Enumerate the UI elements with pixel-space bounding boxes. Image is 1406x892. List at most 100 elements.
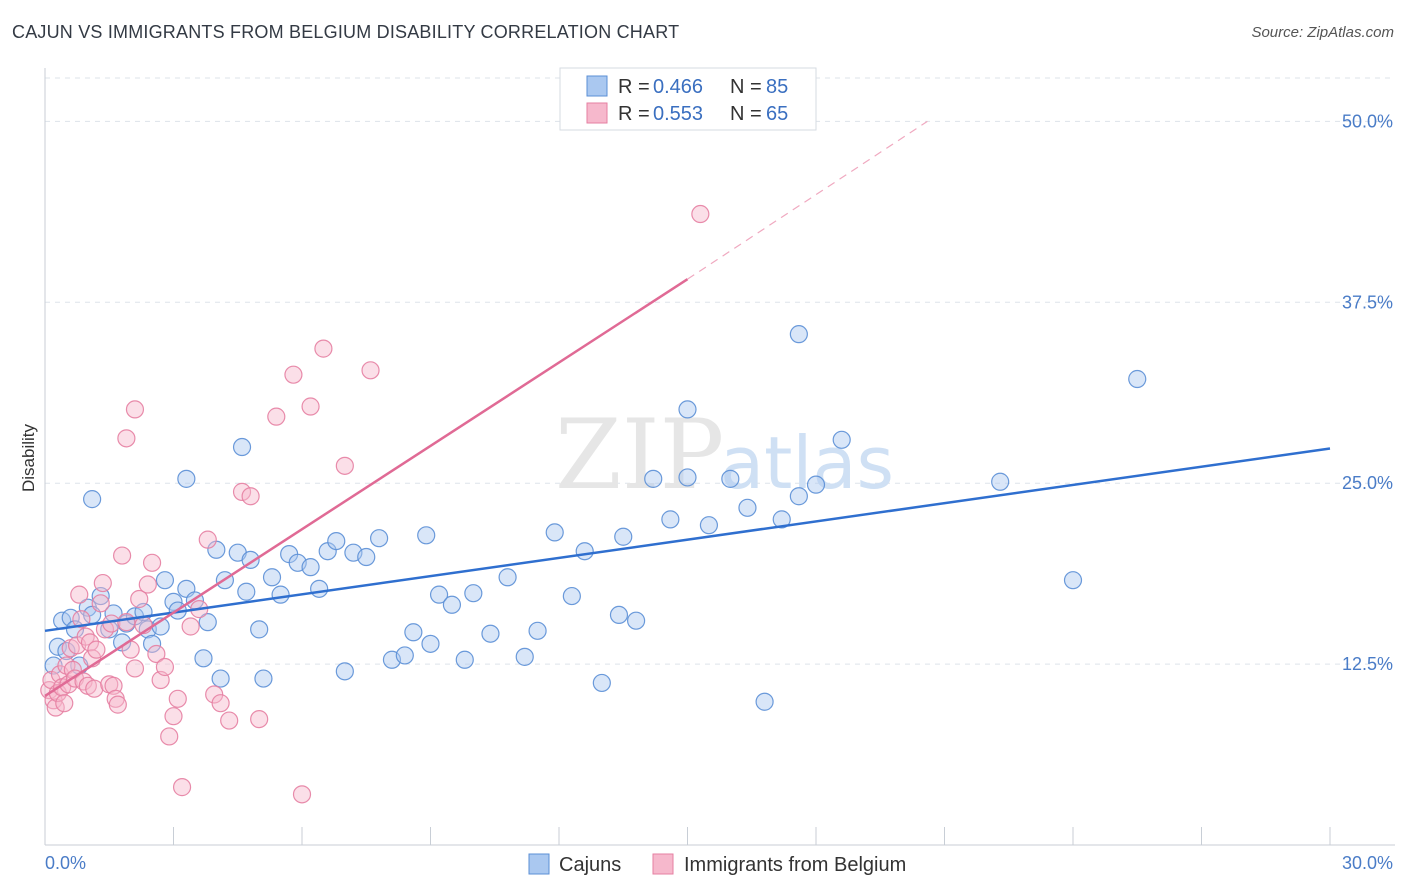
cajun-point-33 [254, 669, 273, 688]
belgium-point-44 [168, 689, 187, 708]
belgium-point-60 [335, 456, 354, 475]
source-label: Source: ZipAtlas.com [1251, 24, 1394, 41]
belgium-point-56 [284, 365, 303, 384]
legend-n-value-belgium: 65 [766, 103, 788, 125]
cajun-point-59 [545, 523, 564, 542]
bottom-legend-belgium: Immigrants from Belgium [684, 854, 906, 876]
belgium-point-43 [164, 707, 183, 726]
bottom-legend-cajun: Cajuns [559, 854, 621, 876]
legend-n-value-cajun: 85 [766, 76, 788, 98]
belgium-point-39 [147, 644, 166, 664]
belgium-point-53 [241, 487, 260, 506]
legend-r-label-cajun: R = [618, 76, 650, 98]
cajun-point-83 [1063, 571, 1083, 590]
cajun-point-68 [699, 516, 719, 535]
watermark-atlas: atlas [720, 421, 894, 505]
cajun-point-20 [164, 592, 183, 611]
trend-lines [44, 120, 1331, 697]
belgium-point-63 [125, 400, 145, 419]
belgium-point-62 [117, 429, 136, 448]
belgium-point-27 [102, 614, 121, 633]
belgium-point-23 [91, 594, 110, 613]
cajun-point-44 [357, 547, 376, 567]
belgium-trend-line [44, 278, 689, 697]
cajun-point-69 [721, 469, 740, 488]
belgium-point-48 [198, 530, 217, 549]
cajun-point-62 [592, 673, 611, 693]
grid-lines [45, 77, 1395, 665]
cajun-point-72 [772, 510, 791, 529]
cajun-point-73 [789, 487, 808, 506]
belgium-point-37 [138, 575, 157, 594]
cajun-point-74 [806, 475, 826, 494]
cajun-point-42 [335, 662, 354, 681]
belgium-point-31 [112, 546, 132, 565]
cajun-point-55 [481, 624, 500, 643]
belgium-point-57 [292, 785, 312, 804]
y-tick-label-3: 50.0% [1342, 111, 1393, 131]
belgium-point-35 [130, 589, 149, 609]
cajun-point-65 [644, 469, 663, 488]
cajun-point-79 [614, 527, 633, 546]
cajun-point-39 [310, 579, 329, 598]
cajun-point-84 [1128, 369, 1147, 389]
legend-swatch-belgium [586, 102, 608, 124]
x-tick-label-1: 30.0% [1342, 853, 1393, 873]
bottom-legend-swatch-cajun [528, 853, 550, 875]
cajun-point-24 [194, 649, 213, 668]
cajun-point-51 [429, 585, 449, 604]
belgium-point-59 [314, 339, 333, 358]
legend-box: R = 0.466 N = 85 R = 0.553 N = 65 [559, 67, 817, 131]
axis-ticks: 12.5% 25.0% 37.5% 50.0% 0.0% 30.0% [45, 111, 1393, 873]
cajun-point-45 [370, 529, 389, 548]
belgium-point-14 [70, 585, 89, 604]
cajun-point-49 [417, 526, 436, 545]
belgium-point-41 [155, 657, 175, 677]
cajun-point-64 [626, 611, 646, 630]
cajun-point-78 [232, 437, 252, 457]
cajun-point-63 [609, 605, 629, 625]
cajun-point-81 [789, 325, 808, 344]
belgium-point-3 [46, 698, 65, 717]
cajun-point-32 [250, 620, 269, 639]
legend-n-label-cajun: N = [730, 76, 762, 98]
legend-r-value-belgium: 0.553 [653, 103, 703, 125]
cajun-point-27 [211, 669, 230, 688]
cajun-point-50 [421, 634, 440, 653]
belgium-point-32 [117, 613, 136, 632]
cajun-trend-line [44, 447, 1331, 633]
cajun-point-41 [327, 531, 346, 551]
cajun-point-48 [404, 623, 423, 642]
belgium-point-34 [125, 659, 145, 678]
belgium-point-61 [361, 361, 380, 380]
cajun-point-53 [455, 650, 474, 669]
belgium-point-42 [160, 727, 179, 746]
cajun-point-30 [237, 582, 256, 601]
belgium-point-24 [93, 573, 112, 593]
cajun-point-19 [155, 571, 175, 590]
cajun-point-17 [142, 634, 162, 653]
cajun-point-80 [678, 400, 697, 419]
belgium-point-15 [72, 610, 91, 629]
belgium-point-64 [691, 204, 710, 224]
belgium-point-54 [250, 709, 269, 729]
belgium-point-22 [87, 640, 106, 659]
cajun-point-75 [832, 430, 851, 449]
cajun-point-71 [755, 692, 774, 711]
y-axis-label: Disability [19, 423, 38, 492]
cajun-point-58 [528, 621, 547, 640]
axes [44, 68, 1395, 846]
belgium-point-19 [80, 633, 100, 652]
cajun-point-34 [262, 568, 282, 587]
y-tick-label-1: 25.0% [1342, 473, 1393, 493]
x-tick-label-0: 0.0% [45, 853, 86, 873]
watermark: ZIP atlas [555, 399, 894, 511]
belgium-point-55 [267, 407, 286, 426]
watermark-zip: ZIP [555, 399, 724, 511]
cajun-points [44, 325, 1147, 711]
cajun-point-35 [271, 585, 290, 604]
belgium-point-58 [301, 397, 320, 416]
belgium-point-52 [232, 482, 252, 501]
belgium-point-30 [108, 695, 127, 714]
